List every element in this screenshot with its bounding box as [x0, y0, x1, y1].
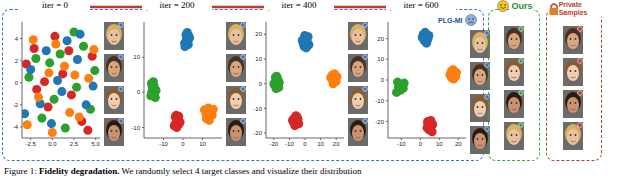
svg-text:2: 2 [15, 58, 19, 64]
html-text:Ours: Ours [511, 1, 533, 11]
svg-text:-2.5: -2.5 [25, 141, 36, 147]
svg-text:-20: -20 [253, 130, 262, 136]
html-text:iter = 600: iter = 600 [403, 0, 439, 10]
svg-text:5.0: 5.0 [91, 141, 100, 147]
svg-text:0: 0 [303, 141, 307, 147]
svg-text:-2: -2 [13, 102, 19, 108]
svg-text:-20: -20 [375, 119, 384, 125]
svg-text:0: 0 [419, 141, 423, 147]
svg-text:4: 4 [15, 36, 19, 42]
svg-text:0: 0 [381, 77, 385, 83]
html-text:iter = 0: iter = 0 [42, 0, 68, 10]
html-text:Figure 1: Fidelity degradation: Figure 1: Fidelity degradation. We rando… [4, 166, 362, 176]
svg-text:-10: -10 [397, 141, 406, 147]
svg-text:-10: -10 [253, 106, 262, 112]
svg-text:10: 10 [377, 56, 384, 62]
svg-text:10: 10 [255, 56, 262, 62]
svg-text:10: 10 [317, 141, 324, 147]
svg-text:-20: -20 [269, 141, 278, 147]
html-text:PLG-MI: PLG-MI [438, 16, 463, 24]
svg-text:20: 20 [455, 141, 462, 147]
html-text:iter = 200: iter = 200 [159, 0, 195, 10]
svg-text:-10: -10 [159, 141, 168, 147]
svg-text:0: 0 [15, 80, 19, 86]
html-text:iter = 400: iter = 400 [281, 0, 317, 10]
svg-text:0.0: 0.0 [48, 141, 57, 147]
svg-text:10: 10 [436, 141, 443, 147]
svg-text:-10: -10 [375, 98, 384, 104]
svg-text:20: 20 [255, 31, 262, 37]
svg-text:20: 20 [333, 141, 340, 147]
svg-text:10: 10 [133, 54, 140, 60]
svg-text:-10: -10 [131, 125, 140, 131]
svg-text:0: 0 [137, 89, 141, 95]
svg-text:20: 20 [377, 36, 384, 42]
svg-text:-4: -4 [13, 124, 19, 130]
svg-text:10: 10 [199, 141, 206, 147]
svg-text:0: 0 [259, 81, 263, 87]
svg-text:2.5: 2.5 [70, 141, 79, 147]
svg-text:-10: -10 [285, 141, 294, 147]
svg-text:0: 0 [181, 141, 185, 147]
html-text:Private Samples: Private Samples [558, 1, 588, 16]
